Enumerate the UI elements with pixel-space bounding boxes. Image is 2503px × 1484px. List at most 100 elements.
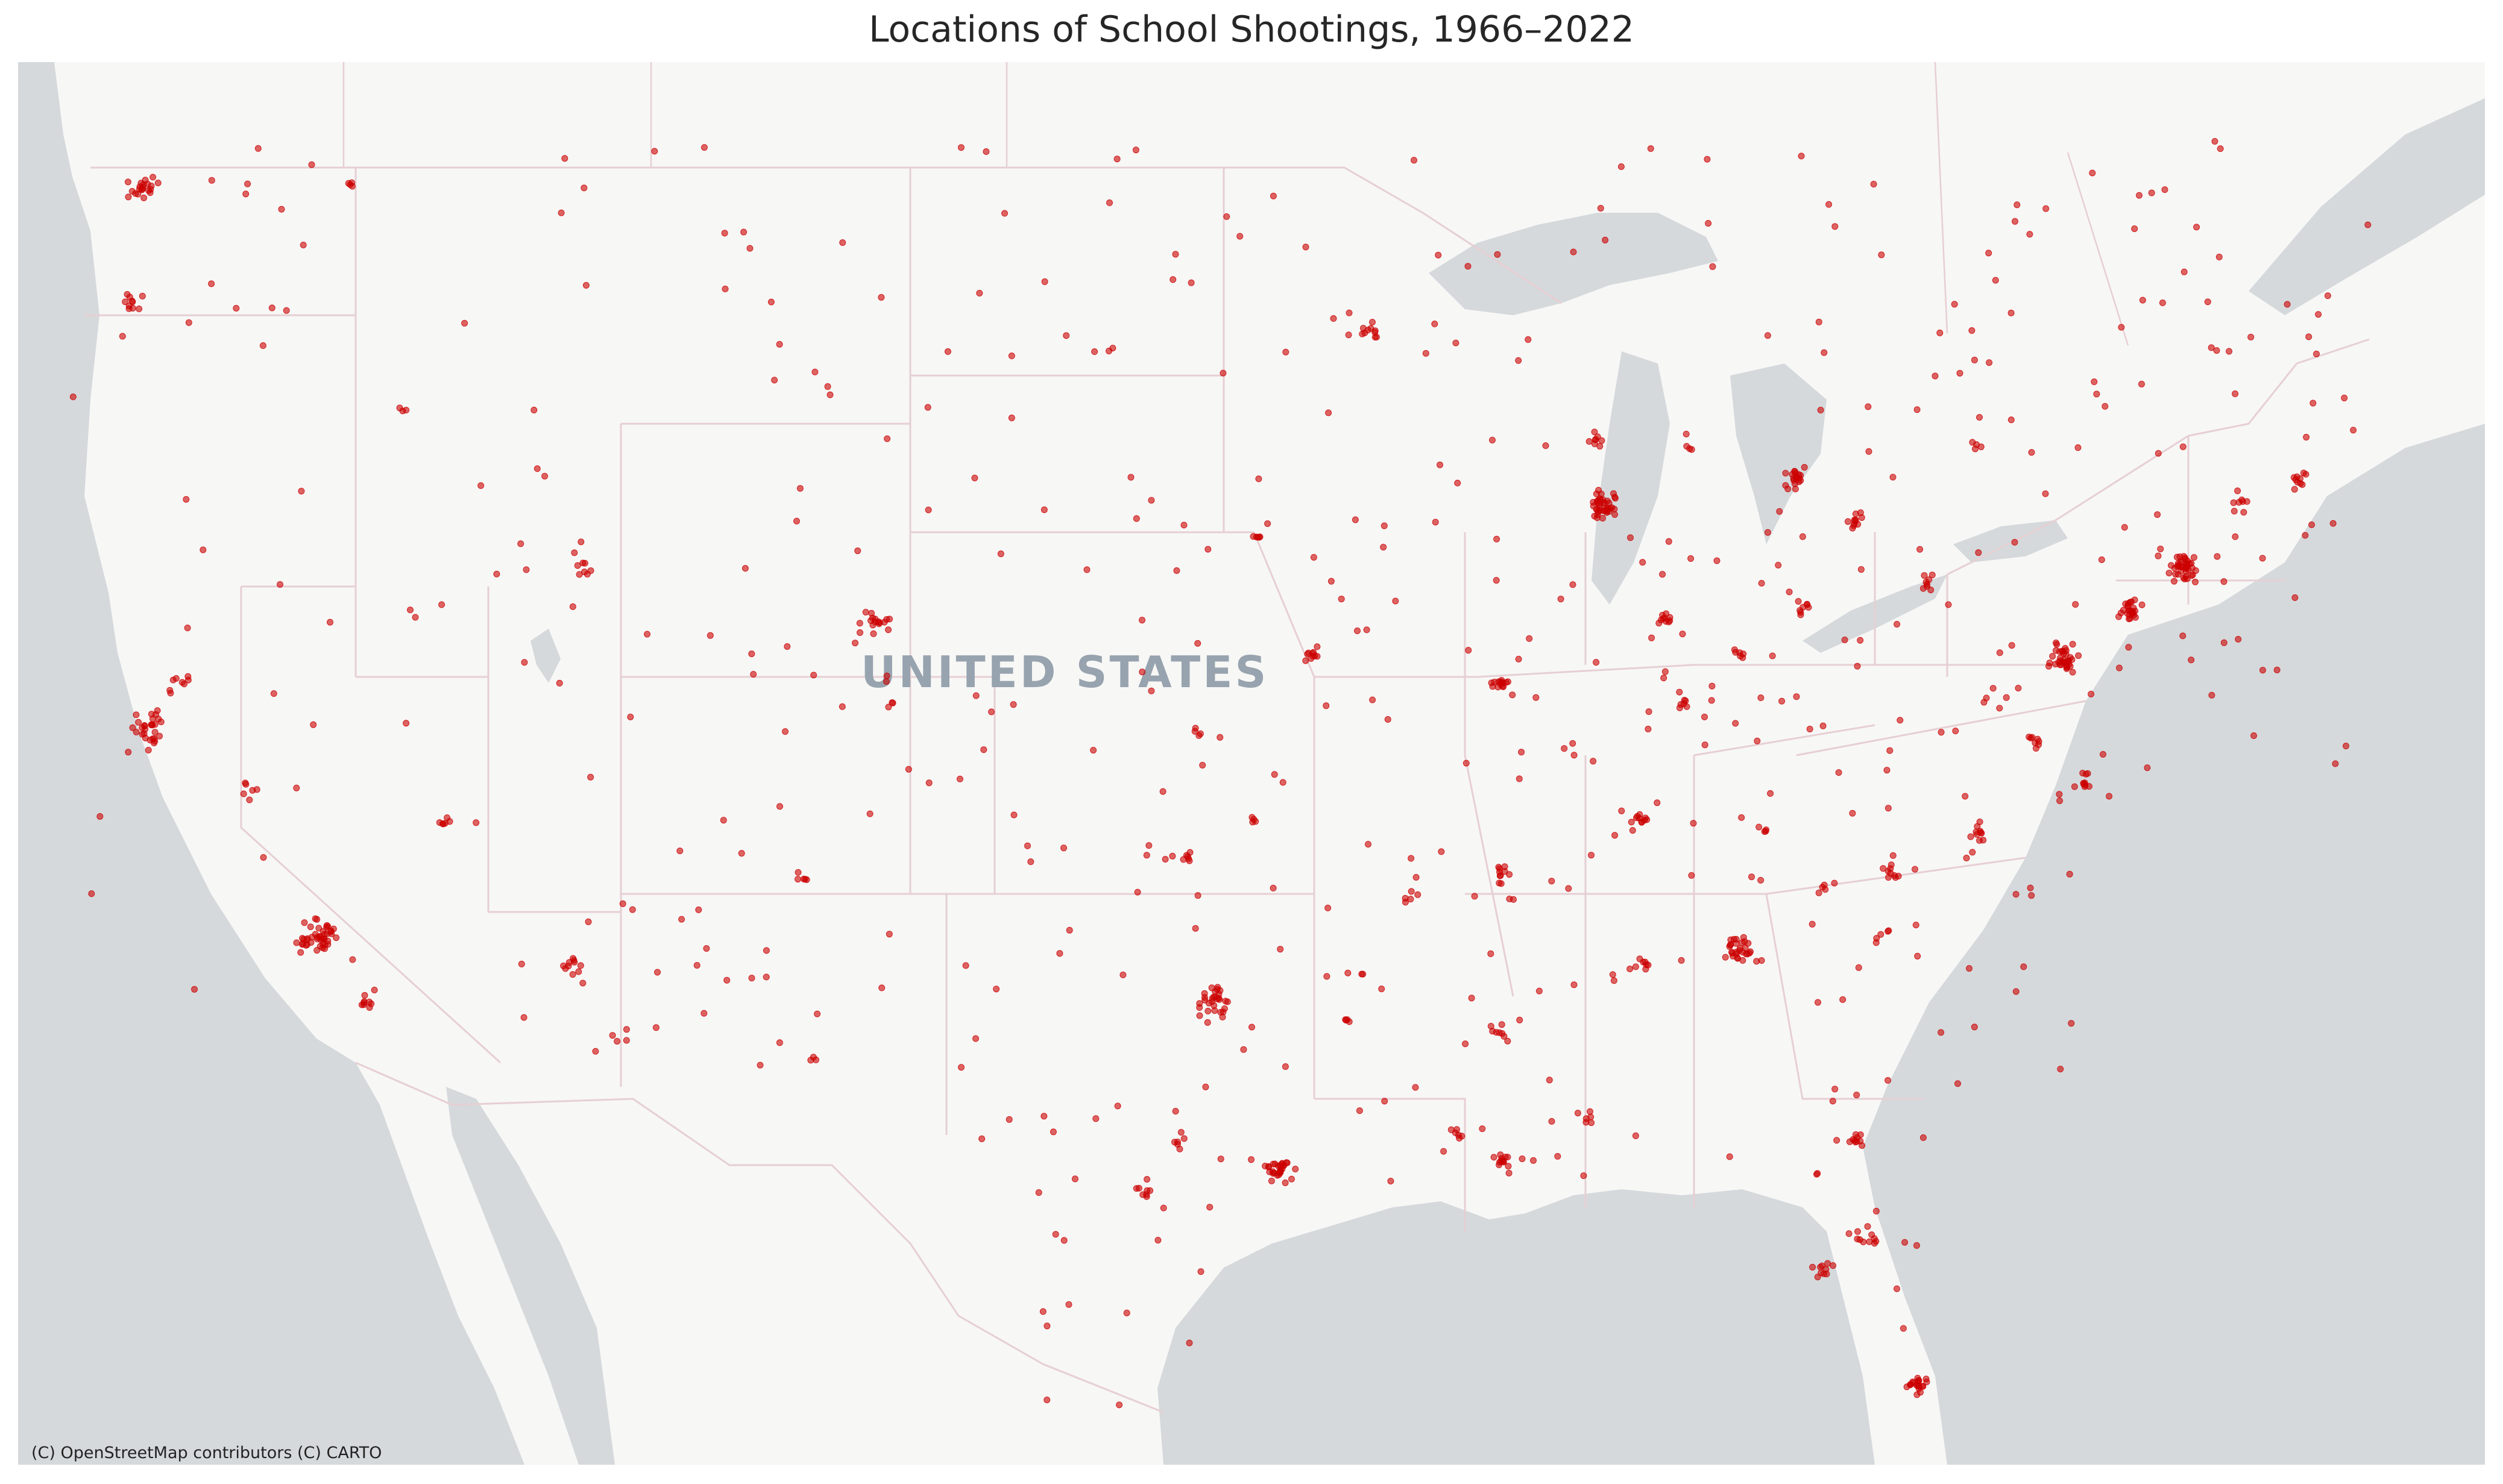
incident-marker (1844, 518, 1851, 525)
incident-marker (1742, 945, 1749, 952)
incident-marker (693, 962, 701, 969)
incident-marker (1139, 668, 1146, 676)
incident-marker (1795, 598, 1802, 605)
incident-marker (578, 538, 585, 545)
incident-marker (2100, 751, 2106, 758)
incident-marker (1658, 617, 1664, 623)
incident-marker (2082, 782, 2089, 788)
incident-marker (558, 209, 565, 216)
incident-marker (1305, 649, 1312, 656)
incident-marker (1912, 866, 1918, 873)
incident-marker (2159, 299, 2166, 306)
incident-marker (523, 566, 530, 573)
incident-marker (1986, 359, 1993, 366)
incident-marker (2284, 301, 2291, 308)
incident-marker (562, 965, 569, 972)
incident-marker (1873, 935, 1880, 942)
incident-marker (1145, 842, 1153, 849)
incident-marker (2074, 444, 2082, 451)
incident-marker (124, 178, 131, 186)
incident-marker (1782, 470, 1789, 477)
incident-marker (361, 992, 368, 999)
incident-marker (2130, 612, 2138, 619)
incident-marker (2243, 498, 2250, 505)
incident-marker (1804, 600, 1810, 608)
incident-marker (2012, 891, 2020, 898)
incident-marker (2089, 169, 2096, 177)
incident-marker (122, 298, 129, 306)
incident-marker (1557, 596, 1564, 603)
incident-marker (746, 245, 754, 252)
incident-marker (1884, 928, 1892, 935)
incident-marker (654, 969, 661, 976)
map-panel[interactable]: UNITED STATES (C) OpenStreetMap contribu… (18, 62, 2485, 1465)
incident-marker (1063, 332, 1070, 339)
incident-marker (824, 383, 831, 390)
incident-marker (748, 650, 755, 658)
incident-marker (1041, 278, 1048, 285)
incident-marker (1654, 799, 1661, 806)
incident-marker (1344, 969, 1352, 976)
incident-marker (1636, 811, 1643, 818)
incident-marker (763, 973, 770, 981)
incident-marker (2179, 443, 2187, 450)
incident-marker (1496, 1159, 1503, 1166)
incident-marker (1809, 1263, 1816, 1271)
incident-marker (1471, 893, 1478, 900)
incident-marker (1913, 406, 1921, 413)
incident-marker (644, 630, 650, 638)
incident-marker (1877, 931, 1884, 938)
incident-marker (2130, 605, 2137, 612)
incident-marker (983, 148, 990, 155)
incident-marker (857, 629, 863, 636)
incident-marker (1519, 1155, 1526, 1162)
incident-marker (1966, 965, 1972, 972)
incident-marker (1742, 951, 1749, 957)
incident-marker (579, 979, 587, 987)
incident-marker (1857, 1137, 1864, 1145)
incident-marker (1776, 508, 1783, 515)
incident-marker (1831, 879, 1838, 887)
incident-marker (1892, 874, 1899, 881)
incident-marker (1647, 145, 1654, 152)
incident-marker (2192, 579, 2199, 585)
incident-marker (2308, 521, 2316, 529)
incident-marker (883, 678, 890, 685)
incident-marker (145, 747, 152, 753)
incident-marker (1854, 1228, 1861, 1235)
incident-marker (1686, 445, 1693, 452)
incident-marker (2071, 783, 2078, 790)
incident-marker (298, 488, 305, 495)
incident-marker (167, 690, 174, 697)
incident-marker (2072, 601, 2079, 608)
incident-marker (2313, 350, 2320, 357)
incident-marker (1271, 771, 1278, 778)
incident-marker (1884, 1077, 1892, 1084)
incident-marker (1133, 515, 1140, 522)
incident-marker (2309, 400, 2317, 407)
incident-marker (1864, 1223, 1871, 1230)
incident-marker (1611, 511, 1619, 518)
incident-marker (1678, 957, 1685, 964)
incident-marker (1878, 251, 1885, 259)
incident-marker (534, 465, 541, 472)
incident-marker (2329, 520, 2337, 527)
incident-marker (1626, 966, 1634, 972)
incident-marker (1402, 899, 1409, 906)
incident-marker (2028, 892, 2035, 899)
incident-marker (569, 971, 576, 978)
incident-marker (1392, 597, 1399, 605)
incident-marker (1364, 327, 1371, 334)
incident-marker (151, 740, 157, 747)
incident-marker (795, 876, 801, 883)
incident-marker (1462, 759, 1470, 767)
incident-marker (371, 987, 378, 993)
incident-marker (191, 986, 198, 993)
incident-marker (1266, 1168, 1273, 1175)
incident-marker (1831, 223, 1839, 230)
incident-marker (2232, 390, 2239, 397)
incident-marker (1041, 506, 1048, 514)
incident-marker (1365, 841, 1371, 848)
incident-marker (581, 568, 588, 576)
incident-marker (1148, 497, 1155, 504)
